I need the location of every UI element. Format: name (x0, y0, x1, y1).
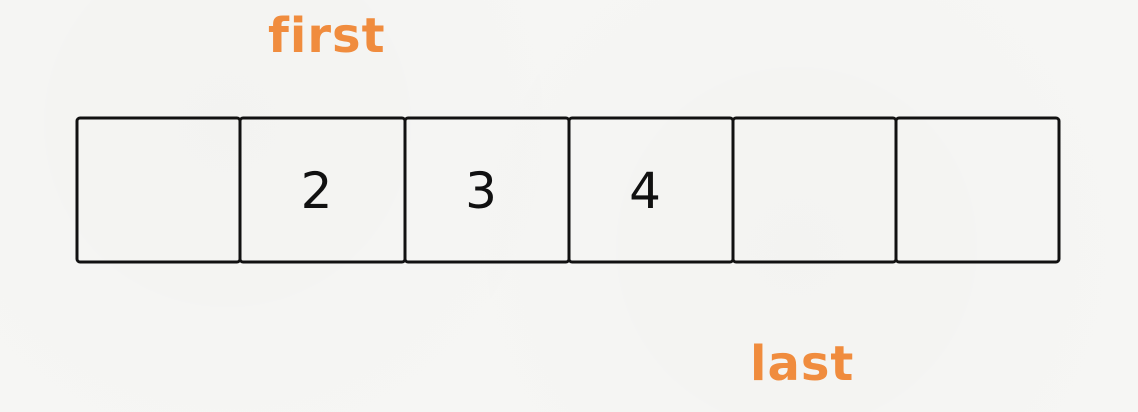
array-cell-5 (894, 116, 1061, 264)
array-cell-4 (731, 116, 898, 264)
array-cell-value-1: 2 (301, 162, 333, 220)
array-cell-value-3: 4 (629, 162, 661, 220)
array-cells: 2 3 4 (75, 116, 1061, 264)
array-cell-0 (75, 116, 242, 264)
first-pointer-label: first (268, 8, 386, 64)
array-cell-value-2: 3 (465, 162, 497, 220)
last-pointer-label: last (750, 336, 855, 392)
